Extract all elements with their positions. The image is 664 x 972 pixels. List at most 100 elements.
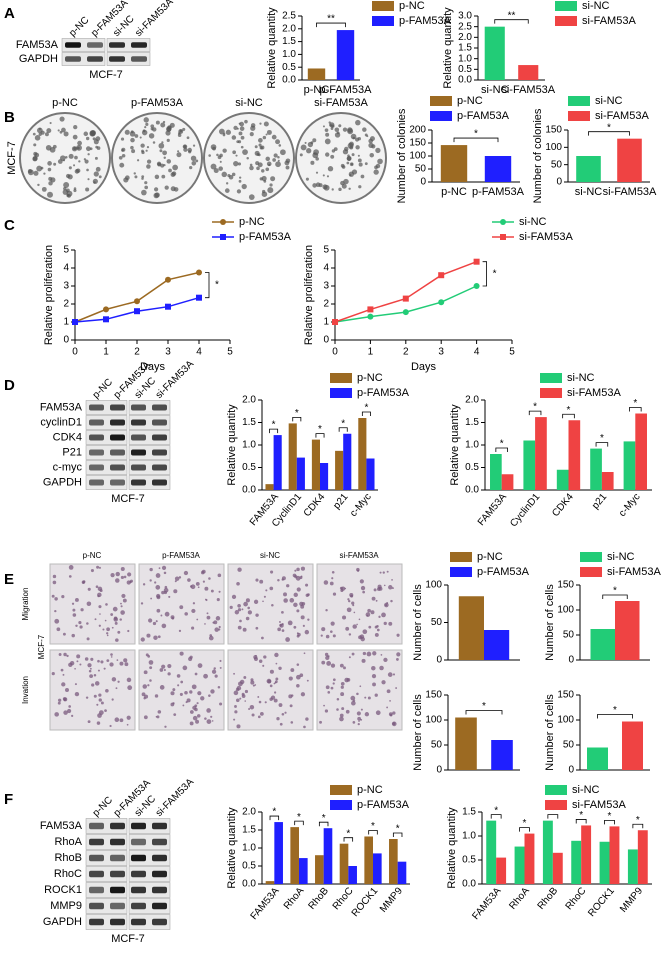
cell (200, 696, 205, 701)
cell (336, 698, 340, 701)
y-tick-label: 1.5 (465, 417, 479, 428)
colony (57, 129, 60, 132)
colony (236, 140, 240, 144)
x-tick-label: 0 (332, 347, 338, 358)
cell (255, 613, 259, 617)
cell (247, 606, 250, 610)
cell (352, 604, 355, 607)
cell (170, 691, 175, 696)
cell (115, 687, 118, 690)
bar (599, 841, 610, 884)
y-tick-label: 200 (409, 125, 426, 136)
x-tick-label: 1 (103, 347, 109, 358)
cell (346, 677, 351, 682)
cell (203, 673, 208, 679)
cell (236, 724, 241, 729)
legend-label: si-FAM53A (582, 15, 636, 27)
colony (141, 177, 144, 180)
colony (224, 188, 230, 193)
cell (396, 658, 399, 661)
colony (341, 183, 347, 189)
cell (208, 635, 214, 641)
significance-bracket (629, 407, 642, 412)
cell (383, 657, 388, 663)
cell (391, 579, 393, 581)
blot-column-label: p-NC (91, 377, 115, 401)
blot-strip (85, 834, 128, 850)
bar (501, 474, 514, 490)
cell (142, 583, 146, 586)
blot-band (152, 870, 167, 878)
cell (58, 698, 62, 702)
cell (111, 677, 117, 682)
cell (262, 600, 264, 603)
y-tick-label: 100 (557, 605, 574, 616)
cell (172, 702, 175, 705)
bar (299, 858, 308, 884)
blot-band (110, 464, 125, 471)
bar (358, 418, 367, 490)
significance-bracket (294, 820, 304, 826)
blot-band (131, 870, 146, 878)
x-tick-label: FAM53A (476, 491, 509, 528)
cell (170, 615, 175, 620)
micrograph (227, 649, 314, 731)
cell (385, 604, 388, 607)
image-row-label: Migration (21, 588, 30, 621)
side-label: MCF-7 (37, 634, 46, 659)
cell (214, 674, 218, 678)
cell (76, 654, 81, 659)
y-axis-label: Relative quantity (226, 404, 238, 486)
colony (78, 160, 81, 163)
blot-strip (128, 866, 171, 882)
colony (241, 183, 247, 190)
colony (140, 143, 145, 148)
bar (440, 145, 468, 182)
cell (97, 659, 100, 663)
colony (40, 166, 44, 170)
cell (117, 630, 121, 634)
colony (141, 175, 145, 179)
cell (56, 627, 61, 632)
cell (273, 682, 276, 685)
legend-swatch (330, 785, 352, 795)
cell (163, 571, 167, 575)
side-label: MCF-7 (6, 141, 18, 175)
cell (253, 599, 259, 604)
colony (358, 185, 362, 189)
blot-band (89, 854, 104, 862)
colony (260, 145, 265, 150)
cell (127, 685, 133, 691)
bar (571, 840, 582, 884)
cell (247, 610, 253, 615)
cell (275, 662, 278, 665)
y-tick-label: 3 (63, 281, 69, 292)
cell (340, 681, 345, 686)
cell (154, 581, 157, 584)
significance-label: * (346, 828, 350, 839)
legend-label: p-NC (357, 784, 383, 796)
cell (189, 721, 194, 726)
blot-strip (106, 38, 151, 52)
significance-label: * (523, 818, 527, 829)
x-tick-label: si-NC (481, 84, 509, 96)
plate (203, 112, 295, 204)
cell (57, 701, 61, 705)
colony (152, 141, 156, 144)
colony (351, 153, 355, 157)
legend-label: si-NC (567, 372, 595, 384)
cell (87, 663, 92, 668)
cell (283, 592, 287, 597)
cell (373, 588, 377, 592)
cell (51, 594, 55, 598)
legend-swatch (555, 16, 577, 26)
cell (119, 661, 124, 666)
cell (201, 569, 206, 574)
y-tick-label: 0.5 (465, 462, 479, 473)
cell (90, 657, 94, 661)
cell (234, 610, 240, 615)
x-tick-label: RhoB (306, 885, 331, 911)
colony (312, 138, 317, 143)
cell (376, 628, 380, 632)
cell (388, 585, 393, 590)
